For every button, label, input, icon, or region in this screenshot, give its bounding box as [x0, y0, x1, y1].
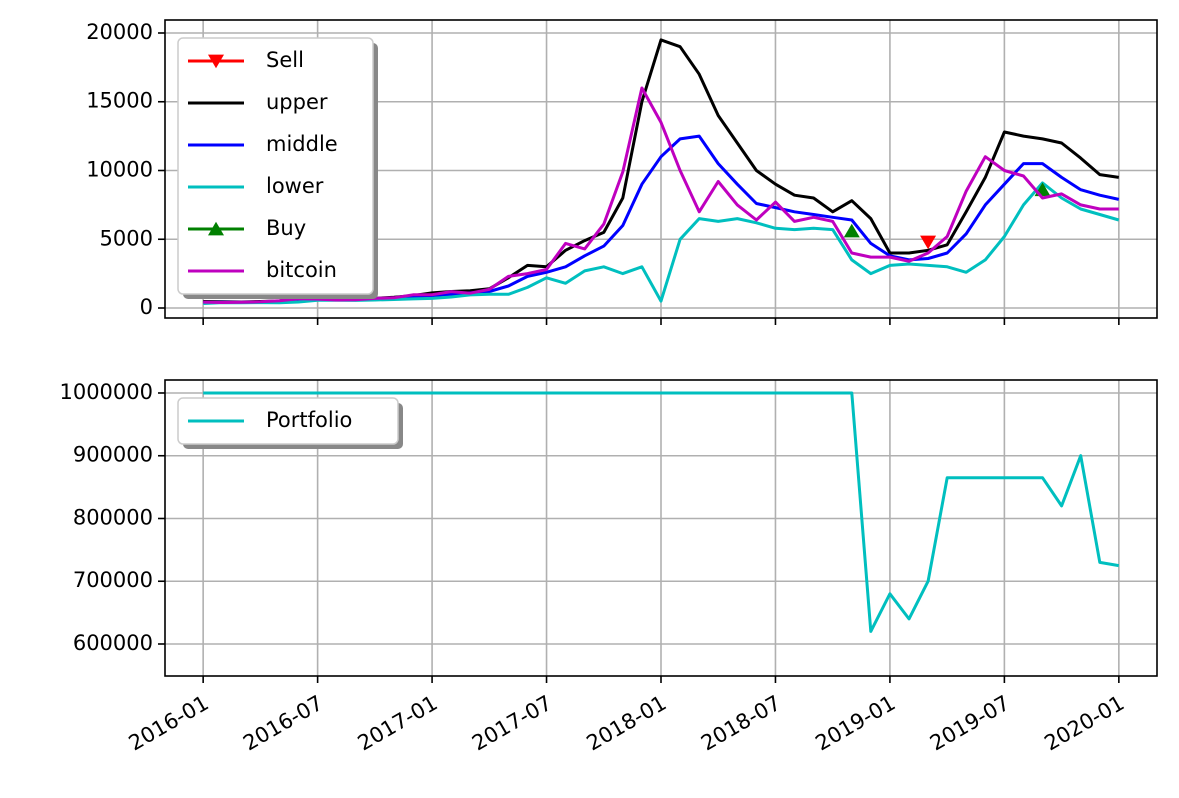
series-line — [203, 391, 1120, 633]
y-tick-label: 15000 — [86, 89, 153, 113]
y-tick-label: 1000000 — [59, 380, 153, 404]
legend-label: lower — [266, 174, 324, 198]
x-tick-label: 2017-01 — [354, 691, 442, 756]
x-tick-label: 2020-01 — [1040, 691, 1128, 756]
x-tick-label: 2016-01 — [125, 691, 213, 756]
legend — [177, 397, 399, 445]
marker — [920, 235, 937, 250]
x-tick-label: 2019-01 — [811, 691, 899, 756]
legend-label: Portfolio — [266, 408, 352, 432]
plot-area — [203, 38, 1120, 305]
series-line — [203, 86, 1119, 304]
plot-area — [203, 391, 1120, 633]
legend-label: Buy — [266, 216, 306, 240]
y-tick-label: 5000 — [100, 226, 153, 250]
x-tick-label: 2018-01 — [583, 691, 671, 756]
y-tick-label: 900000 — [73, 443, 153, 467]
axes-frame — [164, 19, 1158, 319]
legend-marker — [208, 221, 224, 236]
x-tick-label: 2019-07 — [926, 691, 1014, 756]
y-tick-label: 10000 — [86, 157, 153, 181]
marker — [843, 223, 860, 238]
x-tick-label: 2018-07 — [697, 691, 785, 756]
x-tick-label: 2016-07 — [239, 691, 327, 756]
legend-label: Sell — [266, 48, 304, 72]
y-tick-label: 700000 — [73, 568, 153, 592]
x-tick-label: 2017-07 — [468, 691, 556, 756]
legend — [177, 37, 374, 295]
legend-label: middle — [266, 132, 338, 156]
axes-frame — [164, 379, 1158, 677]
legend-label: bitcoin — [266, 258, 337, 282]
y-tick-label: 0 — [140, 295, 153, 319]
legend-marker — [208, 54, 224, 69]
legend-label: upper — [266, 90, 328, 114]
y-tick-label: 600000 — [73, 631, 153, 655]
y-tick-label: 20000 — [86, 20, 153, 44]
y-tick-label: 800000 — [73, 505, 153, 529]
